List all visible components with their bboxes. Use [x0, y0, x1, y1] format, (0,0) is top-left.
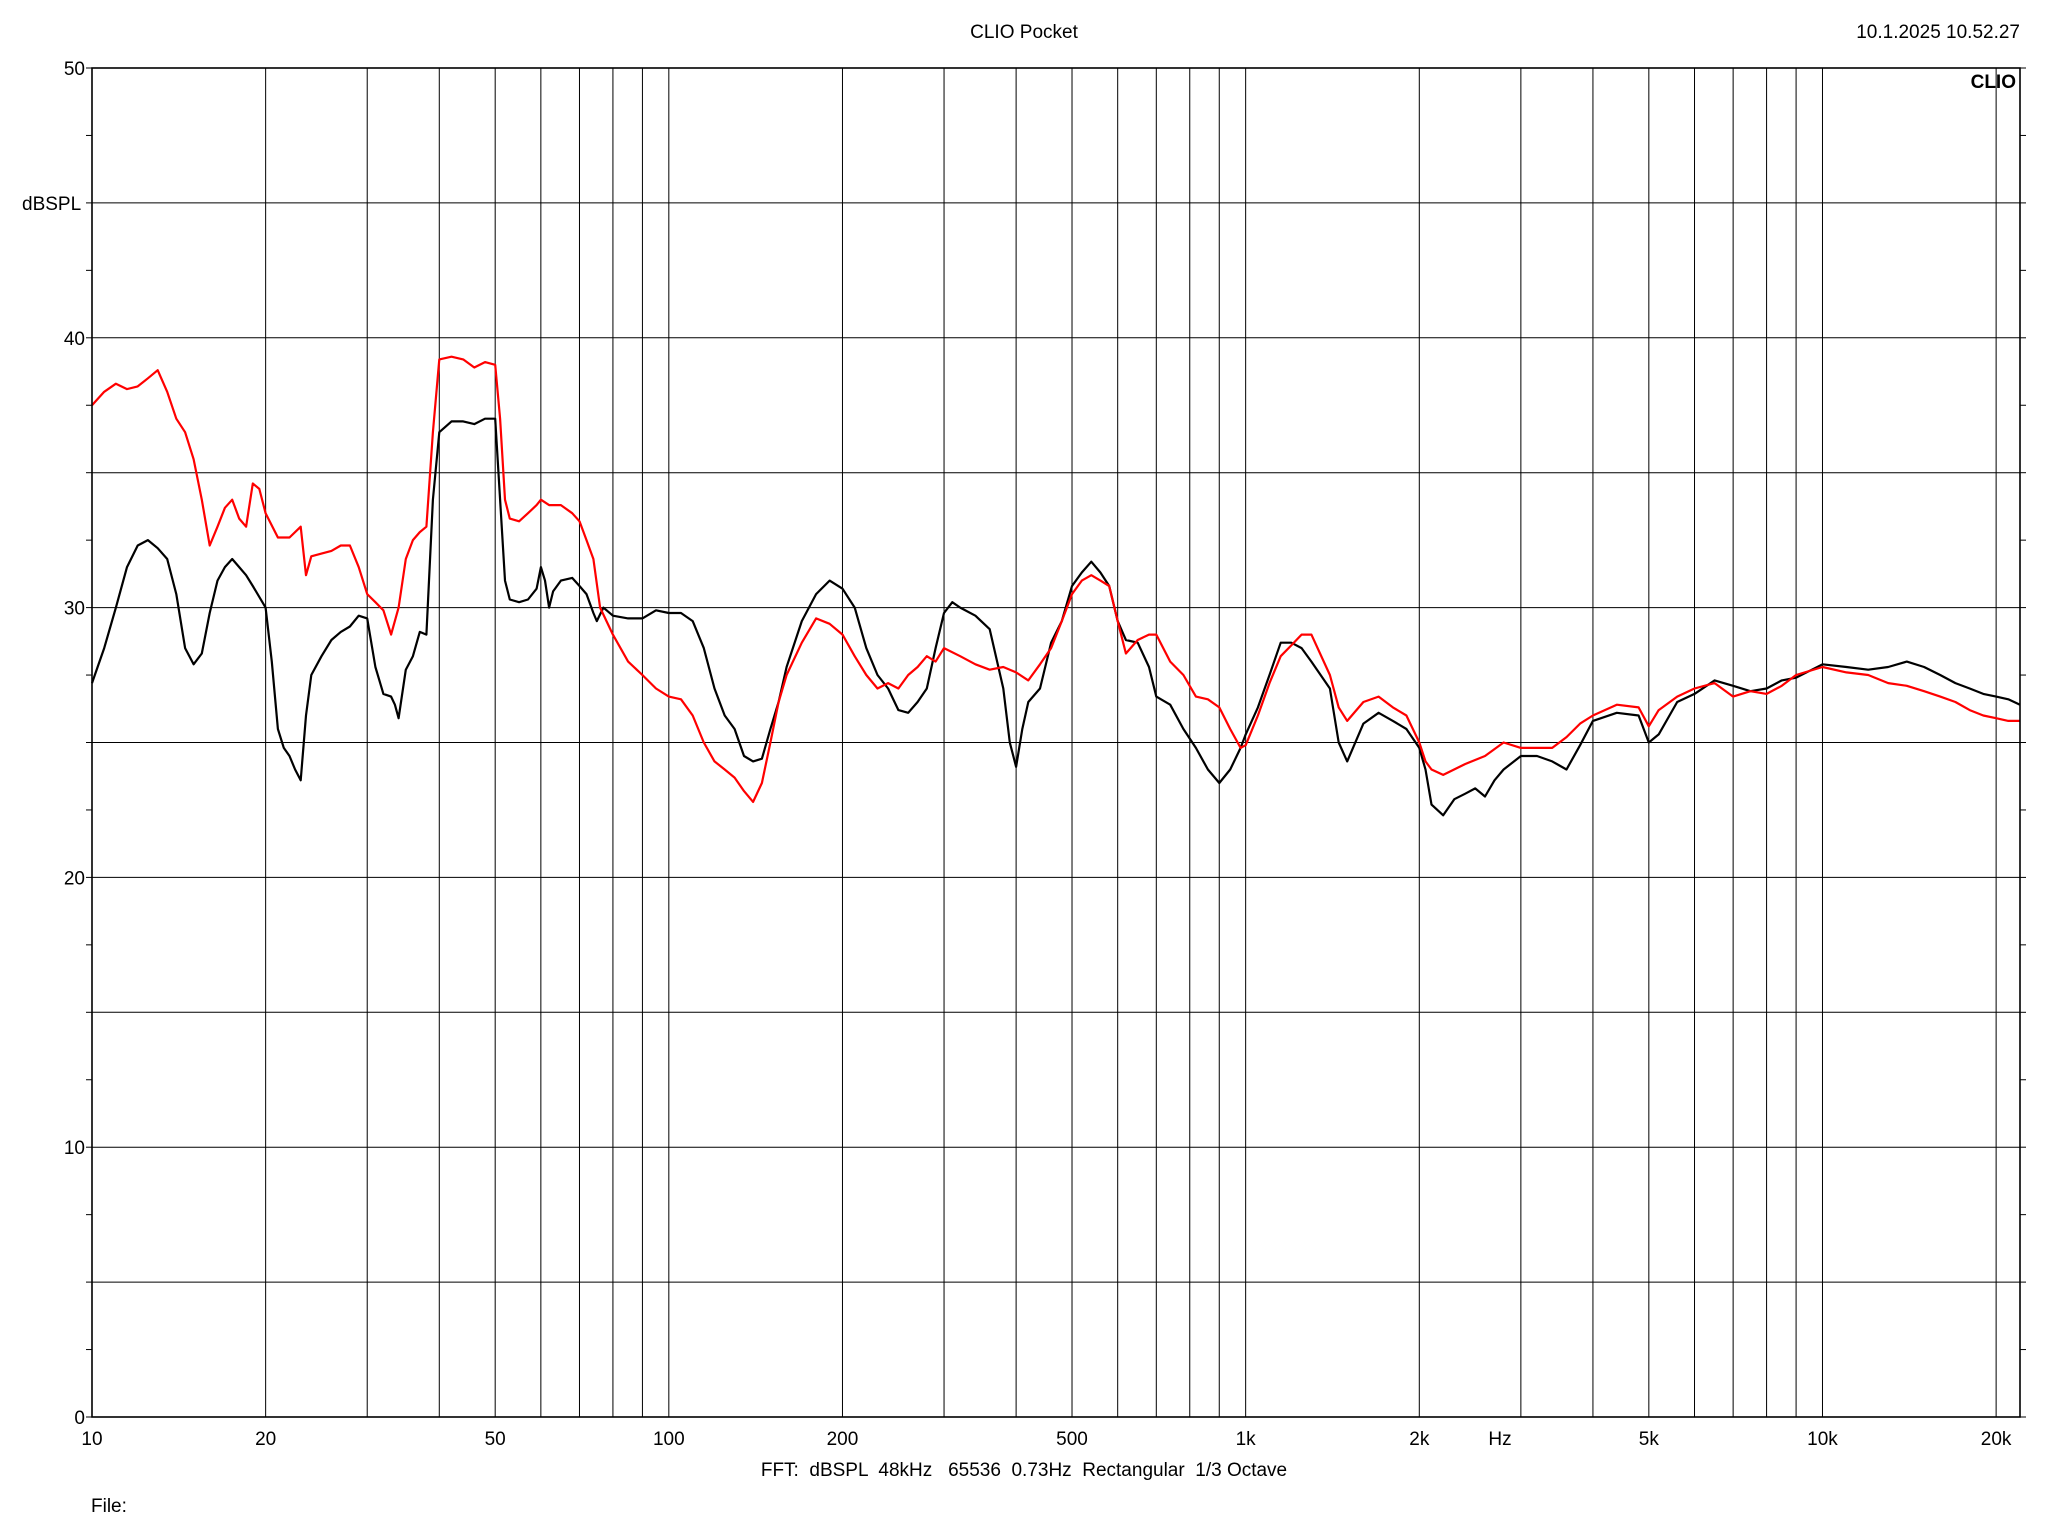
y-tick-label: 10: [64, 1138, 85, 1159]
series: [90, 355, 2021, 817]
grid: [86, 67, 2026, 1418]
x-tick-label: 20: [255, 1429, 276, 1450]
y-axis-ticks: 0 10 20 30 40 50: [64, 59, 85, 1429]
y-tick-label: 40: [64, 329, 85, 350]
fft-settings-caption: FFT: dBSPL 48kHz 65536 0.73Hz Rectangula…: [760, 1460, 1288, 1481]
y-tick-label: 20: [64, 868, 85, 889]
y-tick-label: 30: [64, 599, 85, 620]
x-tick-label: 2k: [1409, 1429, 1430, 1450]
x-tick-label: 20k: [1981, 1429, 2012, 1450]
y-tick-label: 50: [64, 59, 85, 80]
x-axis-unit-label: Hz: [1488, 1429, 1511, 1450]
y-tick-label: 0: [74, 1408, 85, 1429]
timestamp: 10.1.2025 10.52.27: [1856, 22, 2020, 43]
series-line-2: [91, 355, 2020, 804]
x-tick-label: 500: [1056, 1429, 1088, 1450]
x-tick-label: 5k: [1639, 1429, 1660, 1450]
file-label: File:: [91, 1496, 127, 1517]
x-tick-label: 10k: [1807, 1429, 1838, 1450]
x-tick-label: 1k: [1236, 1429, 1257, 1450]
x-tick-label: 50: [485, 1429, 506, 1450]
app-title: CLIO Pocket: [970, 22, 1078, 43]
clio-logo: CLIO: [1971, 72, 2016, 93]
x-axis-ticks: 10 20 50 100 200 500 1k 2k 5k 10k 20k: [81, 1429, 2012, 1450]
x-tick-label: 100: [653, 1429, 685, 1450]
plot-frame: [91, 67, 2021, 1418]
series-line-1: [90, 417, 2021, 817]
y-axis-label: dBSPL: [22, 194, 81, 215]
x-tick-label: 200: [827, 1429, 859, 1450]
x-tick-label: 10: [81, 1429, 102, 1450]
